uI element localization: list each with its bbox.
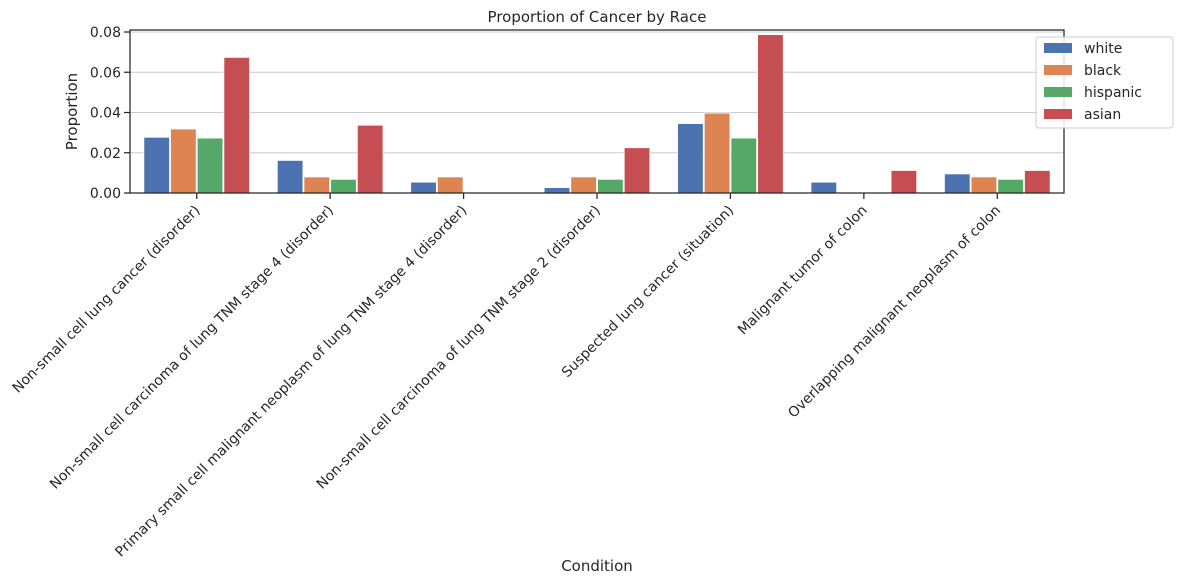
- y-axis-ticks: 0.00 0.02 0.04 0.06 0.08: [90, 25, 130, 202]
- bar-asian: [1024, 170, 1051, 194]
- bar-asian: [223, 56, 250, 194]
- y-axis-title: Proportion: [63, 73, 81, 150]
- x-tick-label: Overlapping malignant neoplasm of colon: [785, 203, 1004, 422]
- x-axis-ticks: Non-small cell lung cancer (disorder)Non…: [10, 193, 1004, 560]
- x-tick-label: Malignant tumor of colon: [735, 203, 871, 339]
- grid-lines: [130, 31, 1064, 194]
- legend-swatch-black: [1044, 65, 1072, 75]
- legend-label-white: white: [1084, 41, 1122, 57]
- y-tick-label: 0.08: [90, 25, 121, 41]
- y-tick-label: 0.04: [90, 106, 121, 122]
- bar-asian: [757, 34, 784, 194]
- bar-asian: [356, 124, 384, 194]
- legend-label-asian: asian: [1084, 107, 1121, 123]
- bar-white: [276, 159, 304, 194]
- bar-black: [570, 176, 597, 194]
- plot-frame: [129, 29, 1065, 194]
- legend: white black hispanic asian: [1035, 36, 1174, 129]
- bar-hispanic: [597, 178, 624, 194]
- bars: [143, 34, 1051, 194]
- legend-box: [1035, 36, 1174, 129]
- y-tick-label: 0.00: [90, 186, 121, 202]
- bar-white: [677, 123, 704, 194]
- bar-white: [143, 136, 170, 194]
- y-tick-label: 0.02: [90, 146, 121, 162]
- x-tick-label: Non-small cell carcinoma of lung TNM sta…: [314, 203, 604, 493]
- bar-asian: [890, 170, 918, 194]
- x-tick-label: Non-small cell carcinoma of lung TNM sta…: [47, 203, 337, 493]
- bar-white: [944, 173, 971, 194]
- bar-black: [703, 112, 731, 194]
- bar-hispanic: [997, 178, 1024, 194]
- bar-white: [810, 181, 838, 194]
- legend-label-black: black: [1084, 63, 1122, 79]
- bar-black: [303, 176, 331, 194]
- bar-hispanic: [330, 178, 357, 194]
- bar-hispanic: [730, 137, 758, 194]
- legend-swatch-asian: [1044, 109, 1072, 119]
- bar-white: [543, 187, 571, 194]
- chart-title: Proportion of Cancer by Race: [488, 8, 707, 26]
- bar-black: [436, 176, 464, 194]
- bar-asian: [623, 147, 651, 194]
- bar-black: [170, 128, 197, 194]
- legend-label-hispanic: hispanic: [1084, 85, 1142, 101]
- bar-black: [970, 176, 998, 194]
- bar-hispanic: [196, 137, 224, 194]
- legend-swatch-white: [1044, 43, 1072, 53]
- legend-swatch-hispanic: [1044, 87, 1072, 97]
- x-axis-title: Condition: [561, 557, 633, 575]
- y-tick-label: 0.06: [90, 65, 121, 81]
- bar-white: [410, 181, 437, 194]
